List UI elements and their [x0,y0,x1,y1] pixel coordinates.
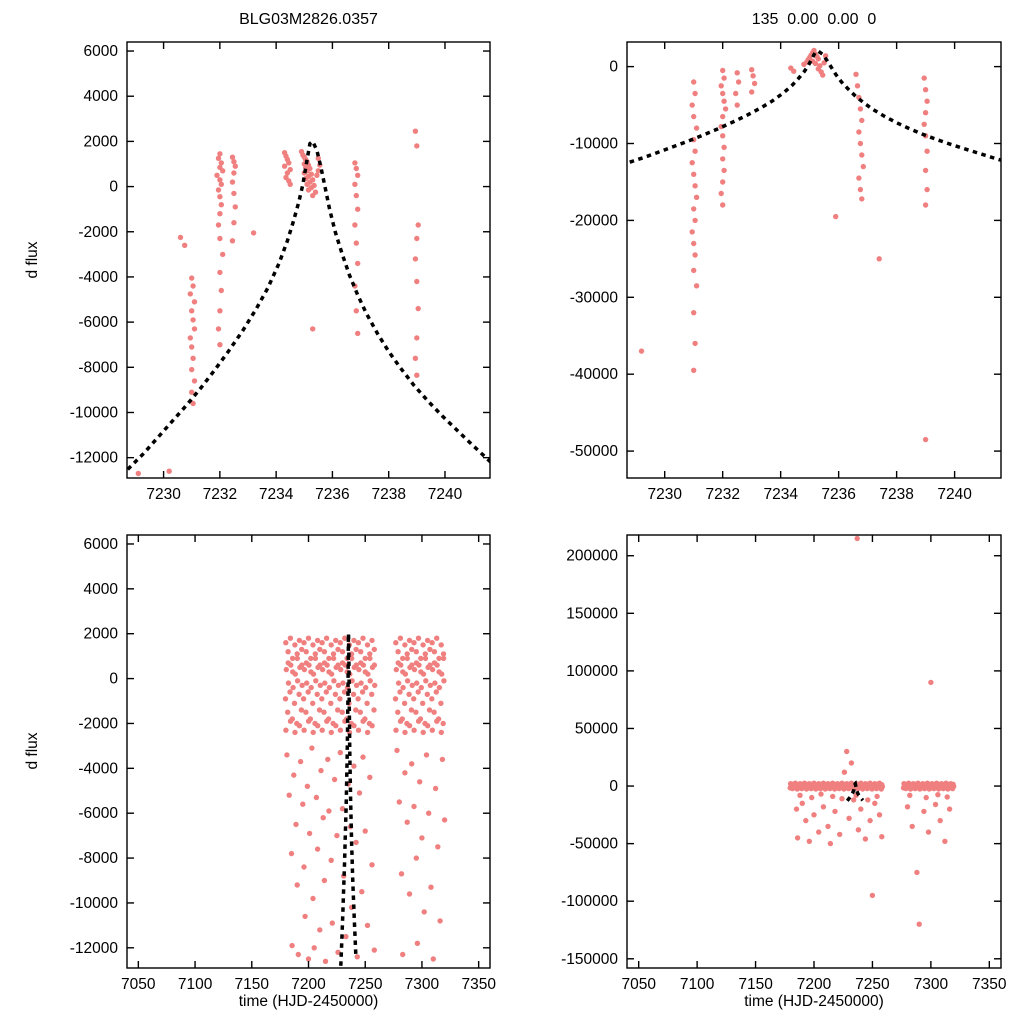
svg-text:-4000: -4000 [78,269,118,286]
svg-text:7100: 7100 [178,976,213,993]
plot-border-bottom-right [626,534,1002,969]
plot-border-top-right [626,41,1002,479]
model-curve-top-right [627,49,1001,165]
svg-text:7150: 7150 [738,976,773,993]
svg-text:0: 0 [109,671,118,688]
tick-marks-top-left [127,42,490,478]
scatter-points-top-left [135,128,421,477]
svg-text:-8000: -8000 [78,850,118,867]
svg-text:-10000: -10000 [570,136,619,153]
svg-text:7050: 7050 [121,976,156,993]
y-axis-label-bottom-row: d flux [24,732,41,770]
svg-text:7236: 7236 [821,486,855,503]
svg-text:-12000: -12000 [70,450,119,467]
svg-text:-50000: -50000 [570,443,619,460]
plot-border-bottom-left [126,534,491,969]
svg-text:-40000: -40000 [570,366,619,383]
tick-marks-bottom-left [127,535,490,968]
tick-labels-top-left: 7230 7232 7234 7236 7238 7240 6000 4000 2000 0 -20… [70,43,463,503]
svg-text:6000: 6000 [84,43,119,60]
svg-text:-8000: -8000 [78,359,118,376]
svg-text:7240: 7240 [428,486,463,503]
svg-text:-2000: -2000 [78,224,118,241]
y-axis-label-top-row: d flux [24,241,41,279]
plot-border-top-left [126,41,491,479]
svg-text:-20000: -20000 [570,212,619,229]
panel-title-top-right: 135 0.00 0.00 0 [751,11,877,28]
svg-text:-6000: -6000 [78,314,118,331]
svg-text:4000: 4000 [84,88,119,105]
scatter-points-top-right [638,47,930,443]
svg-text:-100000: -100000 [561,893,618,910]
svg-text:7250: 7250 [348,976,383,993]
svg-text:7200: 7200 [797,976,832,993]
svg-text:7236: 7236 [315,486,349,503]
x-axis-label-bottom-right: time (HJD-2450000) [744,993,884,1010]
svg-text:7300: 7300 [405,976,440,993]
svg-text:7230: 7230 [647,486,682,503]
svg-text:6000: 6000 [84,536,119,553]
svg-text:-4000: -4000 [78,760,118,777]
tick-marks-bottom-right [627,535,1001,968]
tick-marks-top-right [627,42,1001,478]
svg-text:7230: 7230 [146,486,181,503]
svg-text:-150000: -150000 [561,951,618,968]
svg-text:7300: 7300 [914,976,949,993]
svg-text:0: 0 [609,778,618,795]
tick-labels-top-right: 7230 7232 7234 7236 7238 7240 0 -10000 -20000 -30… [570,59,972,503]
svg-text:0: 0 [609,59,618,76]
svg-text:7234: 7234 [763,486,798,503]
svg-text:-2000: -2000 [78,716,118,733]
svg-text:-50000: -50000 [570,836,619,853]
svg-text:50000: 50000 [575,721,618,738]
model-curve-bottom-right [845,780,865,802]
svg-text:100000: 100000 [566,663,618,680]
svg-text:-30000: -30000 [570,289,619,306]
svg-text:7238: 7238 [879,486,913,503]
svg-text:7350: 7350 [972,976,1007,993]
svg-text:7200: 7200 [291,976,326,993]
svg-text:150000: 150000 [566,605,618,622]
svg-text:2000: 2000 [84,133,119,150]
svg-text:7234: 7234 [259,486,294,503]
svg-text:0: 0 [109,179,118,196]
svg-text:7232: 7232 [203,486,237,503]
svg-text:-10000: -10000 [70,895,119,912]
panel-title-top-left: BLG03M2826.0357 [239,11,378,28]
svg-text:200000: 200000 [566,548,618,565]
svg-text:7232: 7232 [705,486,739,503]
svg-text:7240: 7240 [937,486,972,503]
svg-text:-10000: -10000 [70,405,119,422]
svg-text:7238: 7238 [371,486,405,503]
scatter-points-bottom-left [282,635,448,964]
svg-text:7350: 7350 [461,976,496,993]
tick-labels-bottom-right: 7050 7100 7150 7200 7250 7300 7350 200000 150000… [561,548,1007,993]
tick-labels-bottom-left: 7050 7100 7150 7200 7250 7300 7350 6000 4000 2000… [70,536,497,993]
x-axis-label-bottom-left: time (HJD-2450000) [238,993,379,1010]
svg-text:7100: 7100 [680,976,715,993]
svg-text:4000: 4000 [84,581,119,598]
svg-text:-12000: -12000 [70,940,119,957]
svg-text:2000: 2000 [84,626,119,643]
svg-text:7050: 7050 [621,976,656,993]
svg-text:7250: 7250 [855,976,890,993]
svg-text:7150: 7150 [235,976,270,993]
scatter-points-bottom-right [787,535,957,927]
svg-text:-6000: -6000 [78,805,118,822]
